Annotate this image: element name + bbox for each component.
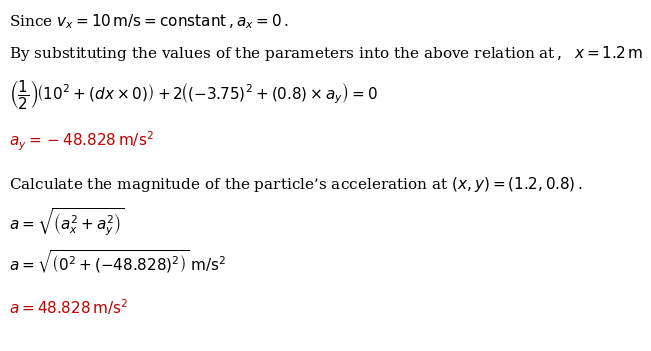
- Text: Calculate the magnitude of the particle’s acceleration at $(x,y) = (1.2, 0.8)\,.: Calculate the magnitude of the particle’…: [9, 174, 583, 193]
- Text: $a = \sqrt{\left(0^2 + (-48.828)^2\right)}\,\mathrm{m/s}^2$: $a = \sqrt{\left(0^2 + (-48.828)^2\right…: [9, 249, 227, 276]
- Text: Since $v_x = 10\,\mathrm{m/s} = \mathrm{constant}\,, a_x = 0\,.$: Since $v_x = 10\,\mathrm{m/s} = \mathrm{…: [9, 12, 288, 31]
- Text: $\left(\dfrac{1}{2}\right)\!\left(10^2 + (dx\times 0)\right) + 2\!\left((-3.75)^: $\left(\dfrac{1}{2}\right)\!\left(10^2 +…: [9, 79, 378, 112]
- Text: By substituting the values of the parameters into the above relation at$\,,$  $x: By substituting the values of the parame…: [9, 44, 644, 63]
- Text: $a_y = -48.828\,\mathrm{m/s}^2$: $a_y = -48.828\,\mathrm{m/s}^2$: [9, 130, 154, 153]
- Text: $a = \sqrt{\left(a_x^2 + a_y^2\right)}$: $a = \sqrt{\left(a_x^2 + a_y^2\right)}$: [9, 206, 125, 238]
- Text: $a = 48.828\,\mathrm{m/s}^2$: $a = 48.828\,\mathrm{m/s}^2$: [9, 298, 128, 317]
